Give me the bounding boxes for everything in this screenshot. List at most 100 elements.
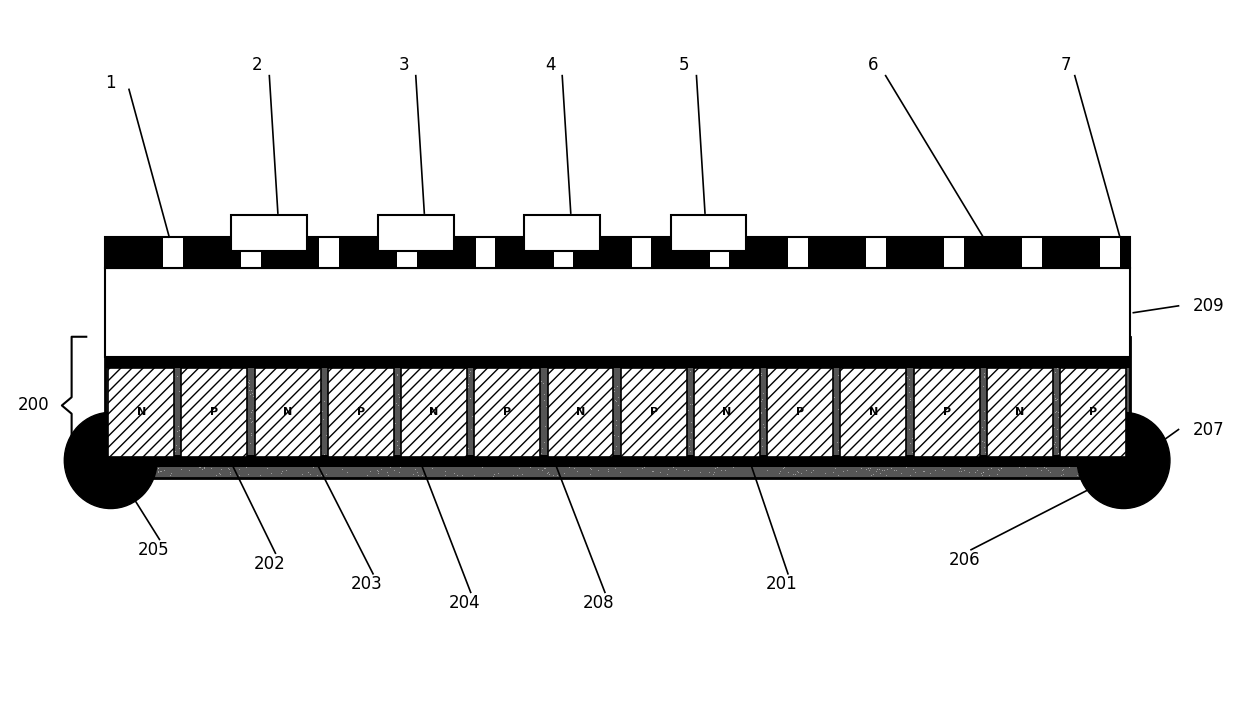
Point: [741, 350, 761, 361]
Point: [171, 448, 191, 459]
Point: [294, 379, 313, 390]
Point: [807, 389, 826, 400]
Point: [724, 410, 743, 421]
Point: [291, 355, 311, 366]
Point: [311, 376, 331, 387]
Point: [803, 393, 823, 404]
Point: [613, 454, 633, 465]
Point: [343, 461, 363, 472]
Point: [830, 448, 850, 459]
Point: [707, 461, 727, 472]
Point: [700, 385, 720, 396]
Point: [197, 411, 217, 422]
Point: [100, 435, 120, 446]
Point: [703, 359, 722, 370]
Point: [357, 344, 377, 355]
Point: [466, 423, 486, 435]
Point: [624, 369, 644, 380]
Point: [191, 352, 211, 363]
Point: [891, 342, 911, 353]
Point: [890, 449, 909, 461]
Point: [221, 420, 240, 431]
Point: [649, 402, 669, 414]
Point: [285, 351, 305, 362]
Point: [422, 440, 442, 451]
Point: [112, 440, 131, 451]
Point: [693, 385, 712, 396]
Point: [237, 386, 256, 397]
Point: [238, 376, 258, 388]
Point: [224, 426, 244, 437]
Point: [274, 423, 294, 434]
Point: [1064, 400, 1084, 411]
Point: [717, 337, 737, 348]
Point: [209, 335, 229, 346]
Point: [373, 362, 393, 374]
Point: [600, 374, 620, 385]
Point: [217, 350, 237, 362]
Point: [530, 402, 550, 413]
Point: [155, 431, 175, 442]
Point: [960, 369, 980, 381]
Point: [1109, 388, 1129, 400]
Point: [1052, 431, 1072, 442]
Point: [580, 463, 600, 474]
Point: [113, 411, 133, 423]
Point: [497, 334, 517, 345]
Point: [784, 404, 804, 415]
Point: [980, 433, 1000, 444]
Point: [457, 340, 477, 351]
Point: [768, 340, 788, 351]
Point: [659, 409, 679, 421]
Point: [704, 466, 724, 477]
Point: [136, 377, 156, 388]
Point: [612, 380, 632, 391]
Point: [989, 371, 1009, 382]
Point: [1066, 392, 1085, 403]
Point: [601, 423, 621, 434]
Point: [642, 411, 662, 422]
Point: [255, 352, 275, 363]
Point: [394, 386, 414, 397]
Point: [113, 384, 133, 395]
Bar: [182, 237, 242, 268]
Point: [872, 448, 892, 459]
Point: [917, 406, 937, 417]
Point: [191, 402, 211, 413]
Point: [991, 401, 1011, 412]
Point: [115, 361, 135, 372]
Point: [235, 442, 255, 453]
Point: [1038, 346, 1058, 357]
Point: [921, 452, 940, 463]
Point: [346, 444, 366, 456]
Point: [271, 456, 291, 467]
Point: [347, 458, 367, 469]
Point: [316, 469, 336, 480]
Point: [145, 381, 165, 393]
Point: [657, 411, 676, 423]
Point: [726, 353, 746, 365]
Point: [906, 399, 926, 410]
Point: [211, 397, 230, 409]
Point: [280, 445, 300, 456]
Point: [1070, 376, 1090, 388]
Point: [673, 420, 693, 431]
Point: [574, 374, 593, 386]
Point: [928, 409, 948, 420]
Point: [160, 433, 180, 444]
Point: [885, 404, 904, 416]
Point: [214, 370, 234, 381]
Point: [1080, 350, 1100, 361]
Point: [777, 454, 797, 465]
Point: [390, 461, 410, 472]
Point: [944, 396, 964, 407]
Point: [875, 405, 895, 416]
Point: [892, 413, 912, 424]
Point: [705, 390, 725, 402]
Point: [786, 368, 805, 379]
Point: [214, 388, 234, 399]
Point: [722, 448, 742, 459]
Point: [478, 452, 498, 463]
Point: [673, 389, 693, 400]
Point: [1028, 418, 1048, 430]
